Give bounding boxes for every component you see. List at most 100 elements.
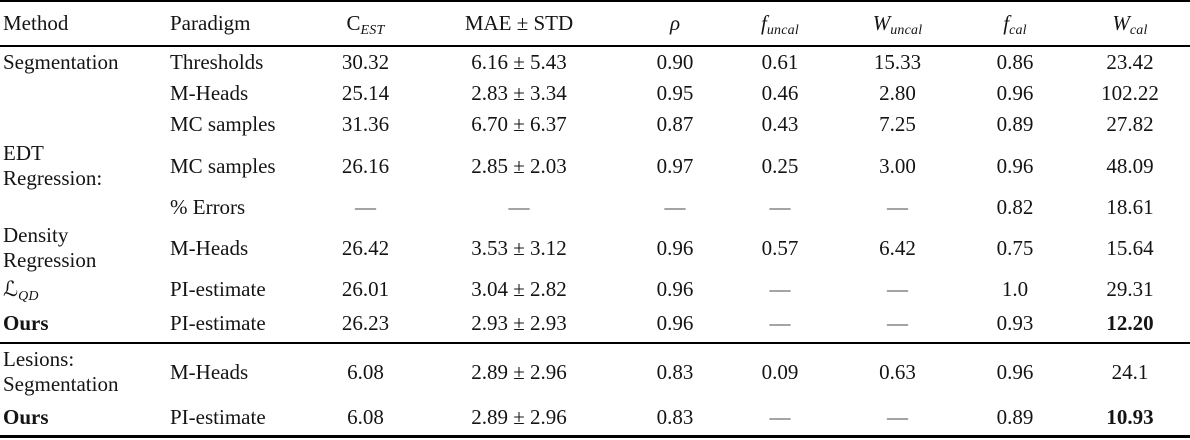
table-header: Method Paradigm CEST MAE ± STD ρ funcal Wuncal… (0, 1, 1190, 47)
f_uncal-value-cell: 0.46 (761, 81, 799, 105)
paradigm-cell: M-Heads (170, 235, 249, 260)
mae_std-value-cell: 2.85 ± 2.03 (471, 153, 567, 178)
column-header-f_cal: fcal (960, 1, 1070, 47)
w_cal-value-cell: 18.61 (1106, 194, 1154, 219)
method-cell: Segmentation (3, 50, 119, 74)
method-cell: EDT Regression: (3, 141, 103, 190)
f_cal-value-cell: 0.93 (996, 310, 1034, 335)
column-header-f_uncal: funcal (725, 1, 835, 47)
math-subscript: uncal (766, 23, 799, 38)
rho-value-cell: — (664, 194, 686, 219)
rho-value-cell: 0.95 (656, 81, 694, 105)
f_cal-value-cell: 0.89 (996, 112, 1034, 136)
w_uncal-value-cell: 2.80 (879, 81, 916, 105)
c_est-value-cell: 26.01 (341, 276, 390, 301)
rho-value-cell: 0.96 (656, 235, 694, 260)
column-header-paradigm: Paradigm (170, 1, 318, 47)
f_uncal-value-cell: 0.61 (761, 50, 799, 74)
column-header-w_uncal: Wuncal (835, 1, 960, 47)
table-row: ℒQD PI-estimate 26.01 3.04 ± 2.82 0.96— —1.0 2… (0, 274, 1190, 304)
w_uncal-value-cell: — (887, 276, 908, 301)
column-header-label: Method (3, 11, 69, 35)
mae_std-value-cell: 6.16 ± 5.43 (471, 50, 567, 74)
column-header-rho: ρ (625, 1, 725, 47)
f_uncal-value-cell: 0.25 (761, 153, 799, 178)
method-cell: Ours (3, 310, 49, 335)
column-header-label: ρ (669, 11, 681, 35)
math-symbol: f (1003, 11, 1010, 35)
table-row: Segmentation Thresholds 30.32 6.16 ± 5.43 0.… (0, 46, 1190, 78)
f_cal-value-cell: 0.75 (996, 235, 1034, 260)
mae_std-value-cell: 6.70 ± 6.37 (471, 112, 567, 136)
method-cell: Lesions: Segmentation (3, 347, 119, 396)
f_uncal-value-cell: 0.43 (761, 112, 799, 136)
math-symbol: C (346, 11, 361, 35)
math-symbol: ℒ (3, 276, 19, 301)
c_est-value-cell: 30.32 (341, 50, 390, 74)
rho-value-cell: 0.87 (656, 112, 694, 136)
column-header-w_cal: Wcal (1070, 1, 1190, 47)
table-row: MC samples 31.36 6.70 ± 6.37 0.87 0.43 7.25 0.… (0, 109, 1190, 140)
column-header-c_est: CEST (318, 1, 413, 47)
w_cal-value-cell: 15.64 (1106, 235, 1154, 260)
method-cell: Ours (3, 404, 49, 429)
math-subscript: cal (1129, 23, 1148, 38)
f_cal-value-cell: 0.89 (996, 404, 1034, 429)
w_uncal-value-cell: 15.33 (873, 50, 922, 74)
w_cal-value-cell: 102.22 (1101, 81, 1159, 105)
math-symbol: f (761, 11, 767, 35)
method-cell (0, 78, 170, 109)
paradigm-cell: M-Heads (170, 81, 249, 105)
f_uncal-value-cell: — (769, 194, 791, 219)
f_uncal-value-cell: 0.57 (761, 235, 799, 260)
paradigm-cell: PI-estimate (170, 276, 266, 301)
c_est-value-cell: 31.36 (341, 112, 390, 136)
column-header-mae_std: MAE ± STD (413, 1, 625, 47)
method-cell (0, 109, 170, 140)
table-row: EDT Regression: MC samples 26.16 2.85 ± 2.03… (0, 140, 1190, 192)
f_cal-value-cell: 1.0 (1001, 276, 1029, 301)
math-subscript: uncal (890, 23, 923, 38)
f_cal-value-cell: 0.96 (996, 359, 1034, 384)
rho-value-cell: 0.97 (656, 153, 694, 178)
paradigm-cell: PI-estimate (170, 310, 266, 335)
f_cal-value-cell: 0.96 (996, 81, 1034, 105)
w_uncal-value-cell: — (887, 404, 908, 429)
math-subscript: EST (360, 23, 385, 38)
rho-value-cell: 0.83 (656, 404, 694, 429)
table-row: M-Heads 25.14 2.83 ± 3.34 0.95 0.46 2.80 0.96 1… (0, 78, 1190, 109)
f_uncal-value-cell: — (769, 404, 791, 429)
math-subscript: QD (18, 288, 39, 304)
math-symbol: W (1112, 11, 1130, 35)
mae_std-value-cell: 2.93 ± 2.93 (471, 310, 567, 335)
mae_std-value-cell: 2.83 ± 3.34 (471, 81, 567, 105)
mae_std-value-cell: 3.53 ± 3.12 (471, 235, 567, 260)
w_uncal-value-cell: — (887, 194, 908, 219)
table-body: Segmentation Thresholds 30.32 6.16 ± 5.43 0.… (0, 46, 1190, 436)
mae_std-value-cell: 2.89 ± 2.96 (471, 404, 567, 429)
f_cal-value-cell: 0.82 (996, 194, 1034, 219)
w_uncal-value-cell: 3.00 (879, 153, 916, 178)
c_est-value-cell: — (355, 194, 376, 219)
w_cal-value-cell: 23.42 (1106, 50, 1154, 74)
c_est-value-cell: 26.16 (341, 153, 390, 178)
table-row: Ours PI-estimate 6.08 2.89 ± 2.96 0.83 — — 0.89… (0, 400, 1190, 436)
w_cal-value-cell: 48.09 (1106, 153, 1154, 178)
c_est-value-cell: 26.42 (341, 235, 390, 260)
w_cal-value-cell: 24.1 (1111, 359, 1149, 384)
table-row: Ours PI-estimate 26.23 2.93 ± 2.93 0.96 — — 0.9… (0, 304, 1190, 343)
c_est-value-cell: 25.14 (341, 81, 390, 105)
mae_std-value-cell: 2.89 ± 2.96 (471, 359, 567, 384)
method-cell (0, 192, 170, 222)
paradigm-cell: % Errors (170, 194, 246, 219)
math-symbol: W (872, 11, 891, 35)
w_uncal-value-cell: 7.25 (879, 112, 916, 136)
table-row: Lesions: Segmentation M-Heads 6.08 2.89 ± 2.… (0, 343, 1190, 400)
rho-value-cell: 0.96 (656, 310, 694, 335)
f_uncal-value-cell: — (769, 310, 791, 335)
mae_std-value-cell: — (508, 194, 530, 219)
c_est-value-cell: 26.23 (341, 310, 390, 335)
method-cell: ℒQD (0, 274, 170, 304)
f_cal-value-cell: 0.96 (996, 153, 1034, 178)
